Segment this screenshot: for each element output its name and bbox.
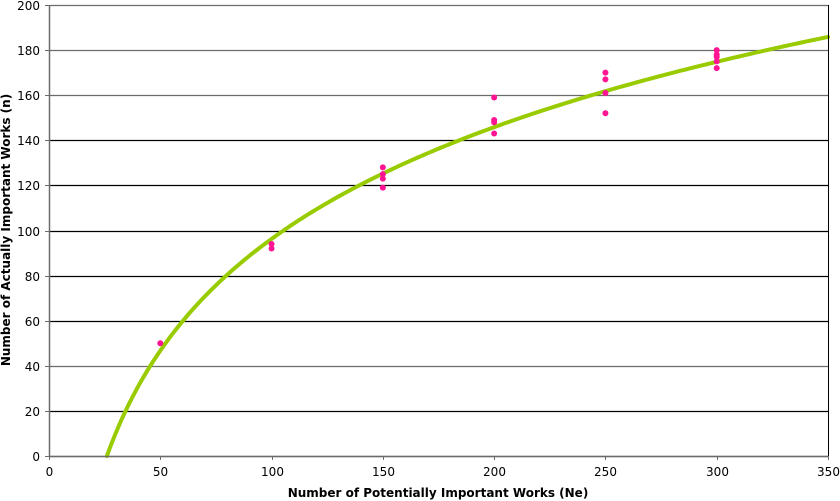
data-point xyxy=(491,94,498,101)
y-tick-label: 100 xyxy=(17,225,40,239)
y-tick-label: 140 xyxy=(17,134,40,148)
y-axis-title: Number of Actually Important Works (n) xyxy=(0,94,13,366)
y-tick-label: 40 xyxy=(25,360,40,374)
x-tick-label: 100 xyxy=(261,465,284,479)
trendline xyxy=(104,34,830,458)
x-tick-label: 50 xyxy=(153,465,168,479)
data-point xyxy=(713,58,720,65)
y-axis-ticks: 0 20 40 60 80 100 120 140 160 180 200 xyxy=(17,0,49,464)
data-point xyxy=(713,65,720,72)
y-tick-label: 180 xyxy=(17,44,40,58)
y-tick-label: 0 xyxy=(32,450,40,464)
data-point xyxy=(379,164,386,171)
data-point xyxy=(268,241,275,248)
data-point xyxy=(268,245,275,252)
data-point xyxy=(491,130,498,137)
data-point xyxy=(157,340,164,347)
x-axis-ticks: 0 50 100 150 200 250 300 350 xyxy=(46,456,840,479)
x-tick-label: 0 xyxy=(46,465,54,479)
x-tick-label: 200 xyxy=(483,465,506,479)
x-tick-label: 150 xyxy=(372,465,395,479)
data-point xyxy=(379,175,386,182)
data-point xyxy=(602,69,609,76)
data-point xyxy=(379,171,386,178)
axes xyxy=(48,5,829,458)
data-point xyxy=(713,47,720,54)
x-tick-label: 350 xyxy=(817,465,840,479)
data-point xyxy=(602,89,609,96)
gridlines xyxy=(49,4,828,458)
y-tick-label: 80 xyxy=(25,270,40,284)
data-point xyxy=(602,76,609,83)
y-tick-label: 200 xyxy=(17,0,40,13)
x-axis-title: Number of Potentially Important Works (N… xyxy=(288,486,589,500)
x-tick-label: 300 xyxy=(706,465,729,479)
y-tick-label: 120 xyxy=(17,179,40,193)
data-point xyxy=(491,119,498,126)
data-points xyxy=(157,47,720,347)
data-point xyxy=(379,184,386,191)
data-point xyxy=(602,110,609,117)
y-tick-label: 160 xyxy=(17,89,40,103)
x-tick-label: 250 xyxy=(594,465,617,479)
data-point xyxy=(713,53,720,60)
y-tick-label: 60 xyxy=(25,315,40,329)
y-tick-label: 20 xyxy=(25,405,40,419)
